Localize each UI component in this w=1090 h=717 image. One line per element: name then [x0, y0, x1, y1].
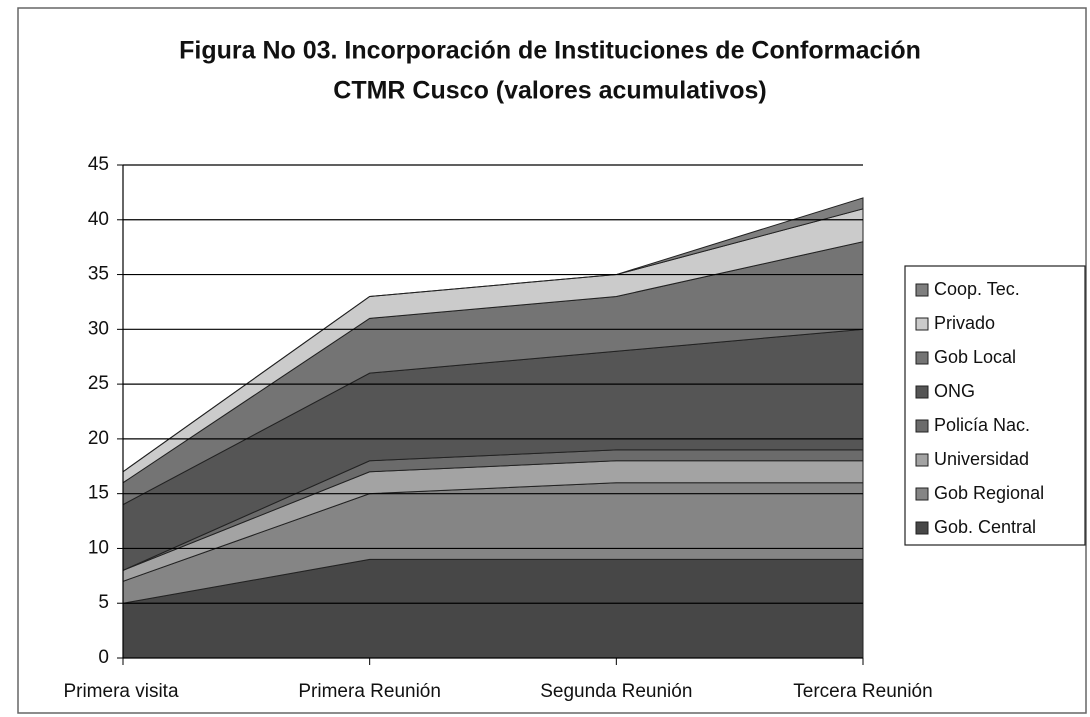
- area: [122, 197, 864, 473]
- y-tick-label: 20: [88, 428, 109, 449]
- x-tick-label: Primera Reunión: [298, 681, 441, 702]
- legend-label: Coop. Tec.: [934, 279, 1020, 299]
- legend-swatch: [915, 487, 929, 501]
- legend-swatch: [915, 317, 929, 331]
- legend-swatch: [915, 351, 929, 365]
- y-tick-label: 40: [88, 209, 109, 230]
- legend-swatch: [915, 419, 929, 433]
- legend-label: ONG: [934, 381, 975, 401]
- legend-box: [904, 265, 1086, 546]
- legend-swatch: [915, 521, 929, 535]
- chart-title: Figura No 03. Incorporación de Instituci…: [179, 37, 921, 65]
- legend-swatch: [915, 385, 929, 399]
- y-tick-label: 45: [88, 154, 109, 175]
- legend-swatch: [915, 453, 929, 467]
- legend-label: Gob. Central: [934, 517, 1036, 537]
- legend-label: Universidad: [934, 449, 1029, 469]
- legend-label: Gob Regional: [934, 483, 1044, 503]
- y-tick-label: 0: [98, 647, 109, 668]
- legend-label: Policía Nac.: [934, 415, 1030, 435]
- x-tick-label: Tercera Reunión: [793, 681, 932, 702]
- y-tick-label: 25: [88, 373, 109, 394]
- chart-title: CTMR Cusco (valores acumulativos): [333, 77, 766, 105]
- legend-label: Gob Local: [934, 347, 1016, 367]
- x-tick-label: Primera visita: [63, 681, 179, 702]
- y-tick-label: 30: [88, 318, 109, 339]
- x-tick-label: Segunda Reunión: [540, 681, 692, 702]
- y-tick-label: 35: [88, 264, 109, 285]
- y-tick-label: 15: [88, 483, 109, 504]
- y-tick-label: 10: [88, 537, 109, 558]
- legend-swatch: [915, 283, 929, 297]
- legend-label: Privado: [934, 313, 995, 333]
- y-tick-label: 5: [98, 592, 109, 613]
